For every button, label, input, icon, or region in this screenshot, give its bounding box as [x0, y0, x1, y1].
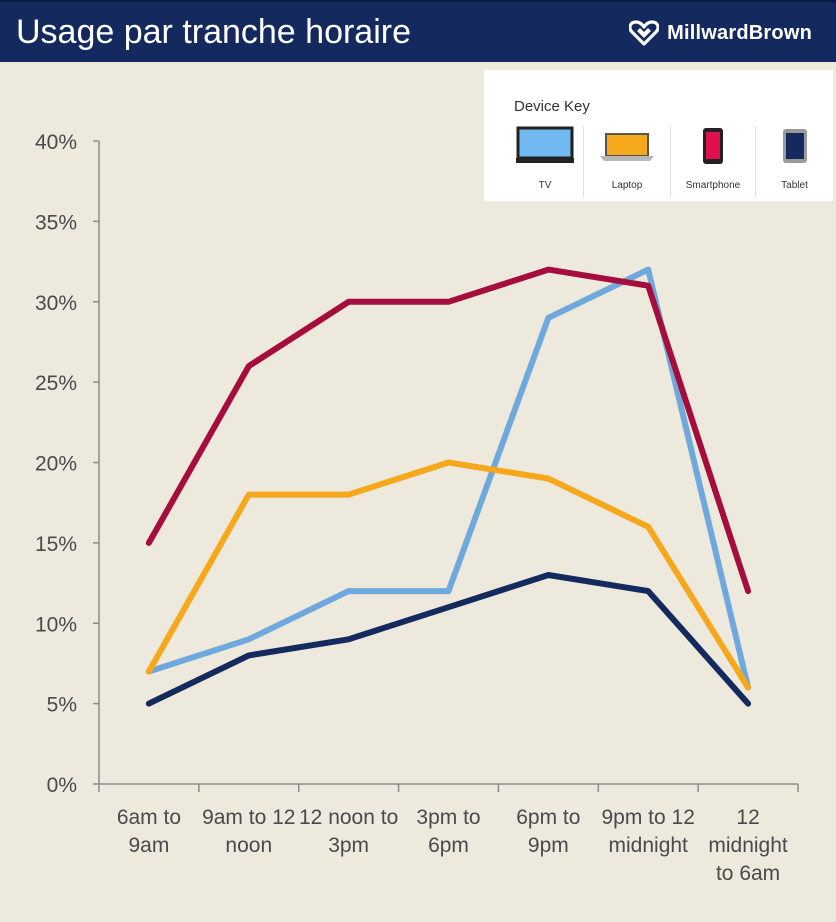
tablet-icon	[782, 129, 807, 163]
legend-item-tablet: Tablet	[756, 122, 833, 198]
series-line-tablet	[145, 572, 752, 707]
y-tick-label: 25%	[35, 372, 77, 395]
legend-divider	[670, 126, 671, 198]
header-bar: Usage par tranche horaire MillwardBrown	[0, 0, 836, 62]
y-tick-label: 0%	[47, 774, 77, 797]
legend-item-laptop: Laptop	[584, 122, 670, 198]
y-tick-label: 10%	[35, 613, 77, 636]
series-line-tv	[145, 266, 752, 691]
legend-label-smartphone: Smartphone	[685, 180, 741, 191]
legend-divider	[755, 126, 756, 198]
x-tick-label: 9am to 12 noon	[202, 806, 295, 857]
legend-item-smartphone: Smartphone	[671, 122, 755, 198]
chart-series	[145, 266, 752, 707]
y-tick-label: 5%	[47, 694, 77, 717]
device-key-legend: Device Key TV Laptop Smartphone	[484, 70, 833, 201]
y-tick-label: 35%	[35, 211, 77, 234]
brand-name: MillwardBrown	[667, 21, 812, 44]
y-tick-label: 15%	[35, 533, 77, 556]
chart-axes: 0% 5% 10% 15% 20% 25% 30% 35% 40% 6am to 9am 9am to…	[35, 131, 799, 885]
legend-label-tv: TV	[538, 180, 552, 191]
x-tick-label: 6pm to 9pm	[516, 806, 580, 857]
x-tick-label: 9pm to 12 midnight	[602, 806, 695, 857]
legend-label-tablet: Tablet	[781, 180, 808, 191]
y-tick-label: 20%	[35, 453, 77, 476]
y-tick-label: 40%	[35, 131, 77, 154]
legend-item-tv: TV	[506, 122, 584, 198]
heart-logo-icon	[629, 20, 660, 46]
laptop-icon	[600, 133, 654, 161]
smartphone-icon	[703, 128, 723, 164]
legend-label-laptop: Laptop	[611, 180, 643, 191]
x-tick-label: 12 noon to 3pm	[299, 806, 398, 857]
page-title: Usage par tranche horaire	[16, 13, 412, 51]
tv-icon	[516, 126, 574, 163]
x-tick-label: 3pm to 6pm	[416, 806, 480, 857]
series-line-smartphone	[145, 266, 752, 595]
brand-logo: MillwardBrown	[629, 18, 812, 48]
y-tick-label: 30%	[35, 292, 77, 315]
series-line-laptop	[145, 459, 752, 691]
legend-title: Device Key	[514, 98, 590, 115]
x-tick-label: 12 midnight to 6am	[708, 806, 788, 885]
x-tick-label: 6am to 9am	[117, 806, 181, 857]
legend-divider	[583, 126, 584, 198]
